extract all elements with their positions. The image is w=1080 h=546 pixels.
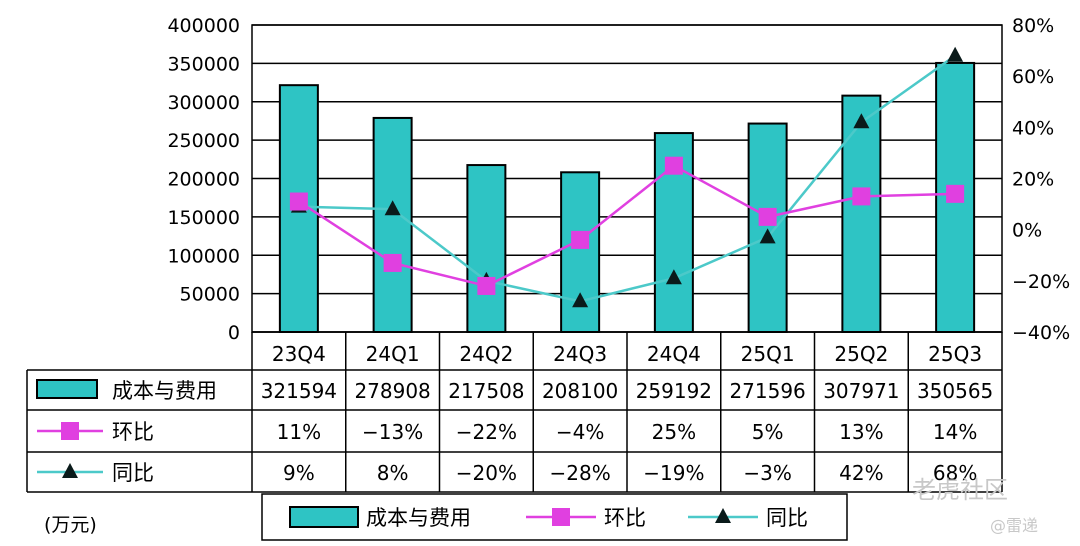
triangle-marker (759, 228, 776, 244)
cell-value: 5% (752, 420, 784, 444)
series-line-triangle (298, 54, 956, 303)
right-tick-label: −20% (1012, 271, 1070, 293)
category-label: 23Q4 (272, 342, 326, 366)
square-marker (477, 276, 496, 295)
cell-value: −19% (643, 461, 704, 485)
legend-label: 同比 (766, 506, 808, 530)
legend-label: 成本与费用 (366, 506, 471, 530)
legend-key-bar (289, 506, 359, 528)
triangle-marker (572, 292, 589, 308)
cell-value: −13% (362, 420, 423, 444)
bar (841, 94, 882, 333)
cell-value: 11% (277, 420, 321, 444)
category-label: 25Q1 (741, 342, 795, 366)
left-tick-label: 0 (228, 322, 240, 344)
data-table: 23Q4 24Q1 24Q2 24Q3 24Q4 25Q1 25Q2 25Q3 成本与费用环比同… (26, 331, 1003, 493)
right-tick-label: 40% (1012, 117, 1054, 139)
right-tick-label: 20% (1012, 169, 1054, 191)
cell-value: 25% (652, 420, 696, 444)
row-header: 同比 (112, 461, 154, 485)
cell-value: −22% (456, 420, 517, 444)
left-tick-label: 300000 (167, 92, 240, 114)
row-header: 环比 (112, 420, 154, 444)
triangle-marker (665, 269, 682, 285)
left-tick-label: 100000 (167, 245, 240, 267)
square-marker (289, 192, 308, 211)
bar (372, 116, 413, 333)
cell-value: 321594 (261, 379, 337, 403)
cell-value: 278908 (354, 379, 430, 403)
bar (466, 164, 507, 333)
triangle-marker (384, 200, 401, 216)
bar (560, 171, 601, 333)
legend-key-triangle (62, 463, 78, 478)
cell-value: 350565 (917, 379, 993, 403)
left-tick-label: 50000 (180, 284, 240, 306)
square-marker (383, 253, 402, 272)
cell-value: 14% (933, 420, 977, 444)
triangle-marker (853, 113, 870, 129)
series-line-square (298, 164, 956, 288)
cell-value: 13% (839, 420, 883, 444)
cell-value: −3% (743, 461, 792, 485)
category-label: 24Q2 (459, 342, 513, 366)
cell-value: 9% (283, 461, 315, 485)
right-tick-label: −40% (1012, 322, 1070, 344)
category-label: 24Q1 (366, 342, 420, 366)
triangle-marker (947, 46, 964, 62)
lines (289, 46, 965, 308)
cell-value: 271596 (729, 379, 805, 403)
category-label: 24Q4 (647, 342, 701, 366)
cell-value: 307971 (823, 379, 899, 403)
cell-value: −4% (556, 420, 605, 444)
gridlines (251, 24, 1003, 333)
category-label: 24Q3 (553, 342, 607, 366)
left-tick-label: 400000 (167, 15, 240, 37)
left-axis-ticks: 0 50000 100000 150000 200000 250000 300000 3500… (167, 15, 240, 344)
legend-key-square (552, 508, 570, 526)
watermark-sub: @雷递 (990, 516, 1039, 535)
square-marker (571, 230, 590, 249)
cell-value: 259192 (636, 379, 712, 403)
legend-key-square (61, 422, 79, 440)
square-marker (852, 187, 871, 206)
square-marker (664, 156, 683, 175)
left-tick-label: 200000 (167, 169, 240, 191)
right-axis-ticks: −40% −20% 0% 20% 40% 60% 80% (1012, 15, 1070, 344)
cell-value: 68% (933, 461, 977, 485)
left-tick-label: 250000 (167, 130, 240, 152)
category-label: 25Q3 (928, 342, 982, 366)
category-label: 25Q2 (834, 342, 888, 366)
right-tick-label: 60% (1012, 66, 1054, 88)
cell-value: −28% (550, 461, 611, 485)
legend-key-triangle (715, 508, 731, 523)
left-tick-label: 150000 (167, 207, 240, 229)
row-header: 成本与费用 (112, 379, 217, 403)
unit-label: (万元) (44, 514, 97, 536)
bar (747, 122, 788, 334)
cell-value: −20% (456, 461, 517, 485)
cell-value: 208100 (542, 379, 618, 403)
square-marker (758, 207, 777, 226)
square-marker (946, 184, 965, 203)
legend-label: 环比 (604, 506, 646, 530)
cell-value: 8% (377, 461, 409, 485)
right-tick-label: 80% (1012, 15, 1054, 37)
watermark: 老虎社区 (912, 476, 1008, 504)
cell-value: 42% (839, 461, 883, 485)
left-tick-label: 350000 (167, 53, 240, 75)
cell-value: 217508 (448, 379, 524, 403)
legend: 成本与费用 环比 同比 (261, 493, 848, 541)
legend-key-bar (36, 379, 98, 399)
right-tick-label: 0% (1012, 220, 1042, 242)
